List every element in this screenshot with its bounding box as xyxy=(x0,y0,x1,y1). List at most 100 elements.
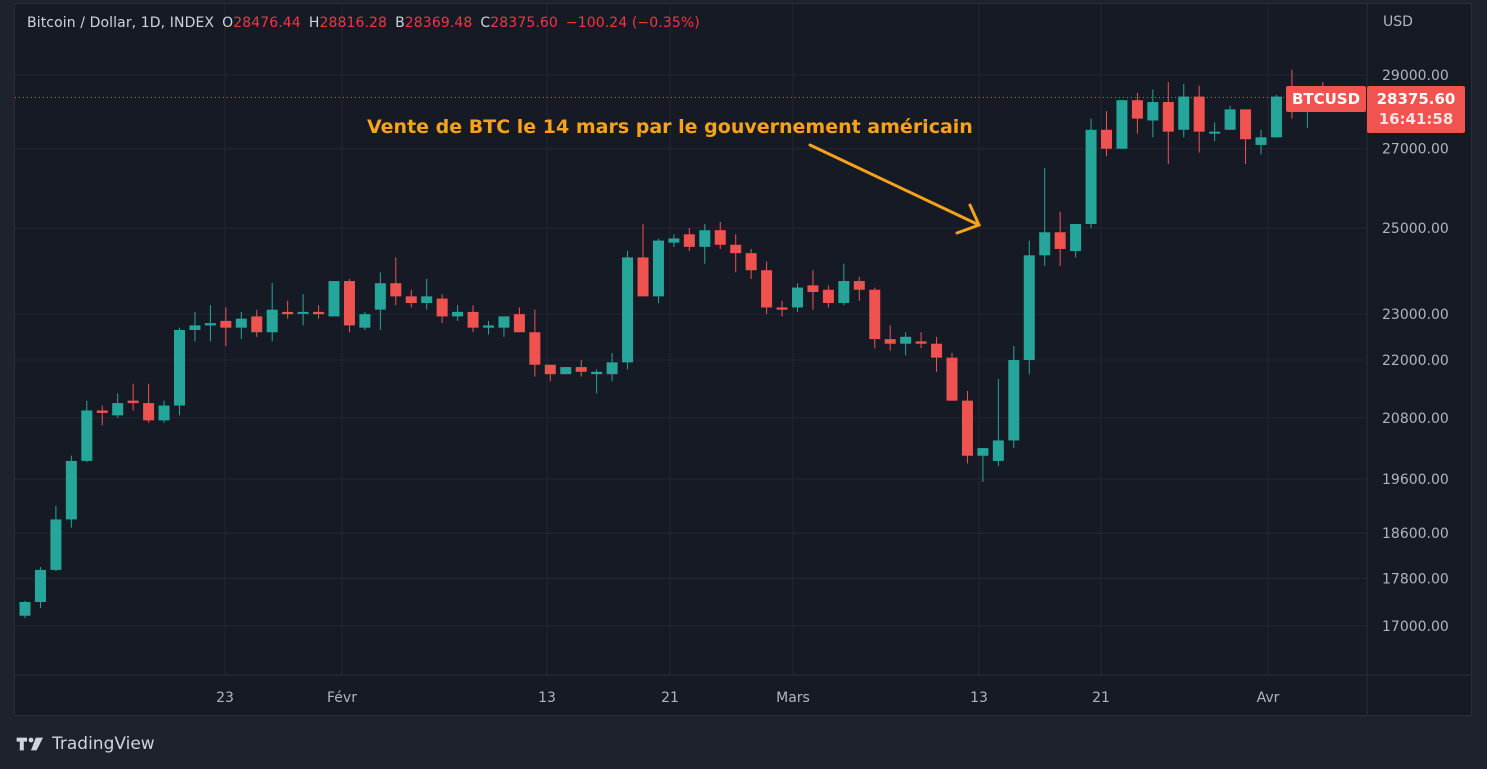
low-value: 28369.48 xyxy=(404,15,473,31)
candle xyxy=(992,378,1004,467)
candle xyxy=(328,281,340,317)
time-tick: 21 xyxy=(661,690,679,706)
candle xyxy=(869,287,881,349)
candle xyxy=(807,270,819,310)
candle xyxy=(961,390,973,464)
candle xyxy=(1023,240,1035,375)
candle xyxy=(884,325,896,351)
candle xyxy=(1178,83,1190,138)
price-tick: 20800.00 xyxy=(1382,411,1449,427)
candle xyxy=(1070,224,1082,258)
candle xyxy=(1193,85,1205,153)
candle xyxy=(251,309,263,337)
symbol-price-tag: BTCUSD xyxy=(1286,86,1366,112)
open-value: 28476.44 xyxy=(233,15,301,31)
change-value: −100.24 (−0.35%) xyxy=(565,15,700,31)
candle xyxy=(513,307,525,333)
candle xyxy=(1008,346,1020,449)
price-tick: 23000.00 xyxy=(1382,307,1449,323)
time-tick: 13 xyxy=(538,690,556,706)
last-price-value: 28375.60 xyxy=(1376,90,1456,108)
candle xyxy=(1116,100,1128,149)
candle xyxy=(50,505,62,572)
brand-name: TradingView xyxy=(52,734,155,754)
candle xyxy=(158,400,170,423)
candle xyxy=(900,332,912,356)
candle xyxy=(792,283,803,312)
candle xyxy=(776,300,788,317)
time-tick: Avr xyxy=(1257,690,1280,706)
candle xyxy=(668,234,680,247)
candle xyxy=(405,289,417,308)
candle xyxy=(297,294,309,326)
candle xyxy=(359,311,371,330)
candle xyxy=(622,251,634,370)
candle xyxy=(374,272,386,330)
time-tick: Mars xyxy=(776,690,810,706)
bar-countdown: 16:41:58 xyxy=(1378,110,1454,128)
candle xyxy=(838,263,850,306)
candle xyxy=(174,327,185,416)
candle xyxy=(1101,111,1112,157)
tradingview-brand[interactable]: TradingView xyxy=(16,734,155,754)
candle xyxy=(96,405,108,426)
high-label: H xyxy=(308,15,320,31)
candle xyxy=(544,364,556,382)
candle xyxy=(390,257,402,306)
candle xyxy=(652,238,664,303)
price-tick: 18600.00 xyxy=(1382,526,1449,542)
candle xyxy=(761,261,773,315)
candle xyxy=(467,305,479,333)
candle xyxy=(112,393,124,418)
candle xyxy=(313,305,325,319)
candle xyxy=(81,400,93,462)
price-tick: 22000.00 xyxy=(1382,353,1449,369)
close-value: 28375.60 xyxy=(490,15,558,31)
candle xyxy=(19,600,31,619)
time-tick: Févr xyxy=(327,690,357,706)
time-tick: 23 xyxy=(216,690,234,706)
candle xyxy=(282,300,294,319)
candle xyxy=(714,221,726,249)
candle xyxy=(699,224,711,264)
price-tick: 17000.00 xyxy=(1382,619,1449,635)
price-axis[interactable]: 29000.00 27000.00 25000.00 23000.00 22000.00… xyxy=(1382,68,1449,635)
price-tick: 17800.00 xyxy=(1382,572,1449,588)
candle xyxy=(1224,105,1236,130)
open-label: O xyxy=(222,15,234,31)
candle xyxy=(143,383,155,423)
candle xyxy=(498,316,510,337)
price-tick: 29000.00 xyxy=(1382,68,1449,84)
candle xyxy=(606,352,618,382)
candle xyxy=(730,234,742,273)
candle xyxy=(575,360,587,377)
candle xyxy=(745,248,757,279)
candle xyxy=(915,332,927,349)
price-tick: 27000.00 xyxy=(1382,142,1449,158)
symbol-title: Bitcoin / Dollar, 1D, INDEX xyxy=(27,15,215,31)
time-tick: 21 xyxy=(1092,690,1110,706)
candle xyxy=(343,278,355,333)
candle xyxy=(452,305,464,321)
candle xyxy=(560,367,572,375)
candle xyxy=(1039,168,1051,266)
close-label: C xyxy=(480,15,491,31)
candle xyxy=(189,311,201,342)
candle xyxy=(436,294,448,324)
candle xyxy=(127,383,139,411)
time-axis[interactable]: 23 Févr 13 21 Mars 13 21 Avr xyxy=(216,690,1280,706)
candle xyxy=(483,320,494,335)
candle xyxy=(946,352,958,401)
candle xyxy=(591,369,603,394)
candle xyxy=(421,278,433,310)
candle xyxy=(1054,211,1066,266)
candle xyxy=(931,336,943,372)
candle xyxy=(822,285,834,308)
symbol-legend: Bitcoin / Dollar, 1D, INDEX O28476.44 H288… xyxy=(27,15,700,31)
candle xyxy=(1240,109,1252,165)
candle xyxy=(853,276,865,301)
candle xyxy=(266,283,278,342)
low-label: B xyxy=(395,15,405,31)
price-tick: 19600.00 xyxy=(1382,472,1449,488)
